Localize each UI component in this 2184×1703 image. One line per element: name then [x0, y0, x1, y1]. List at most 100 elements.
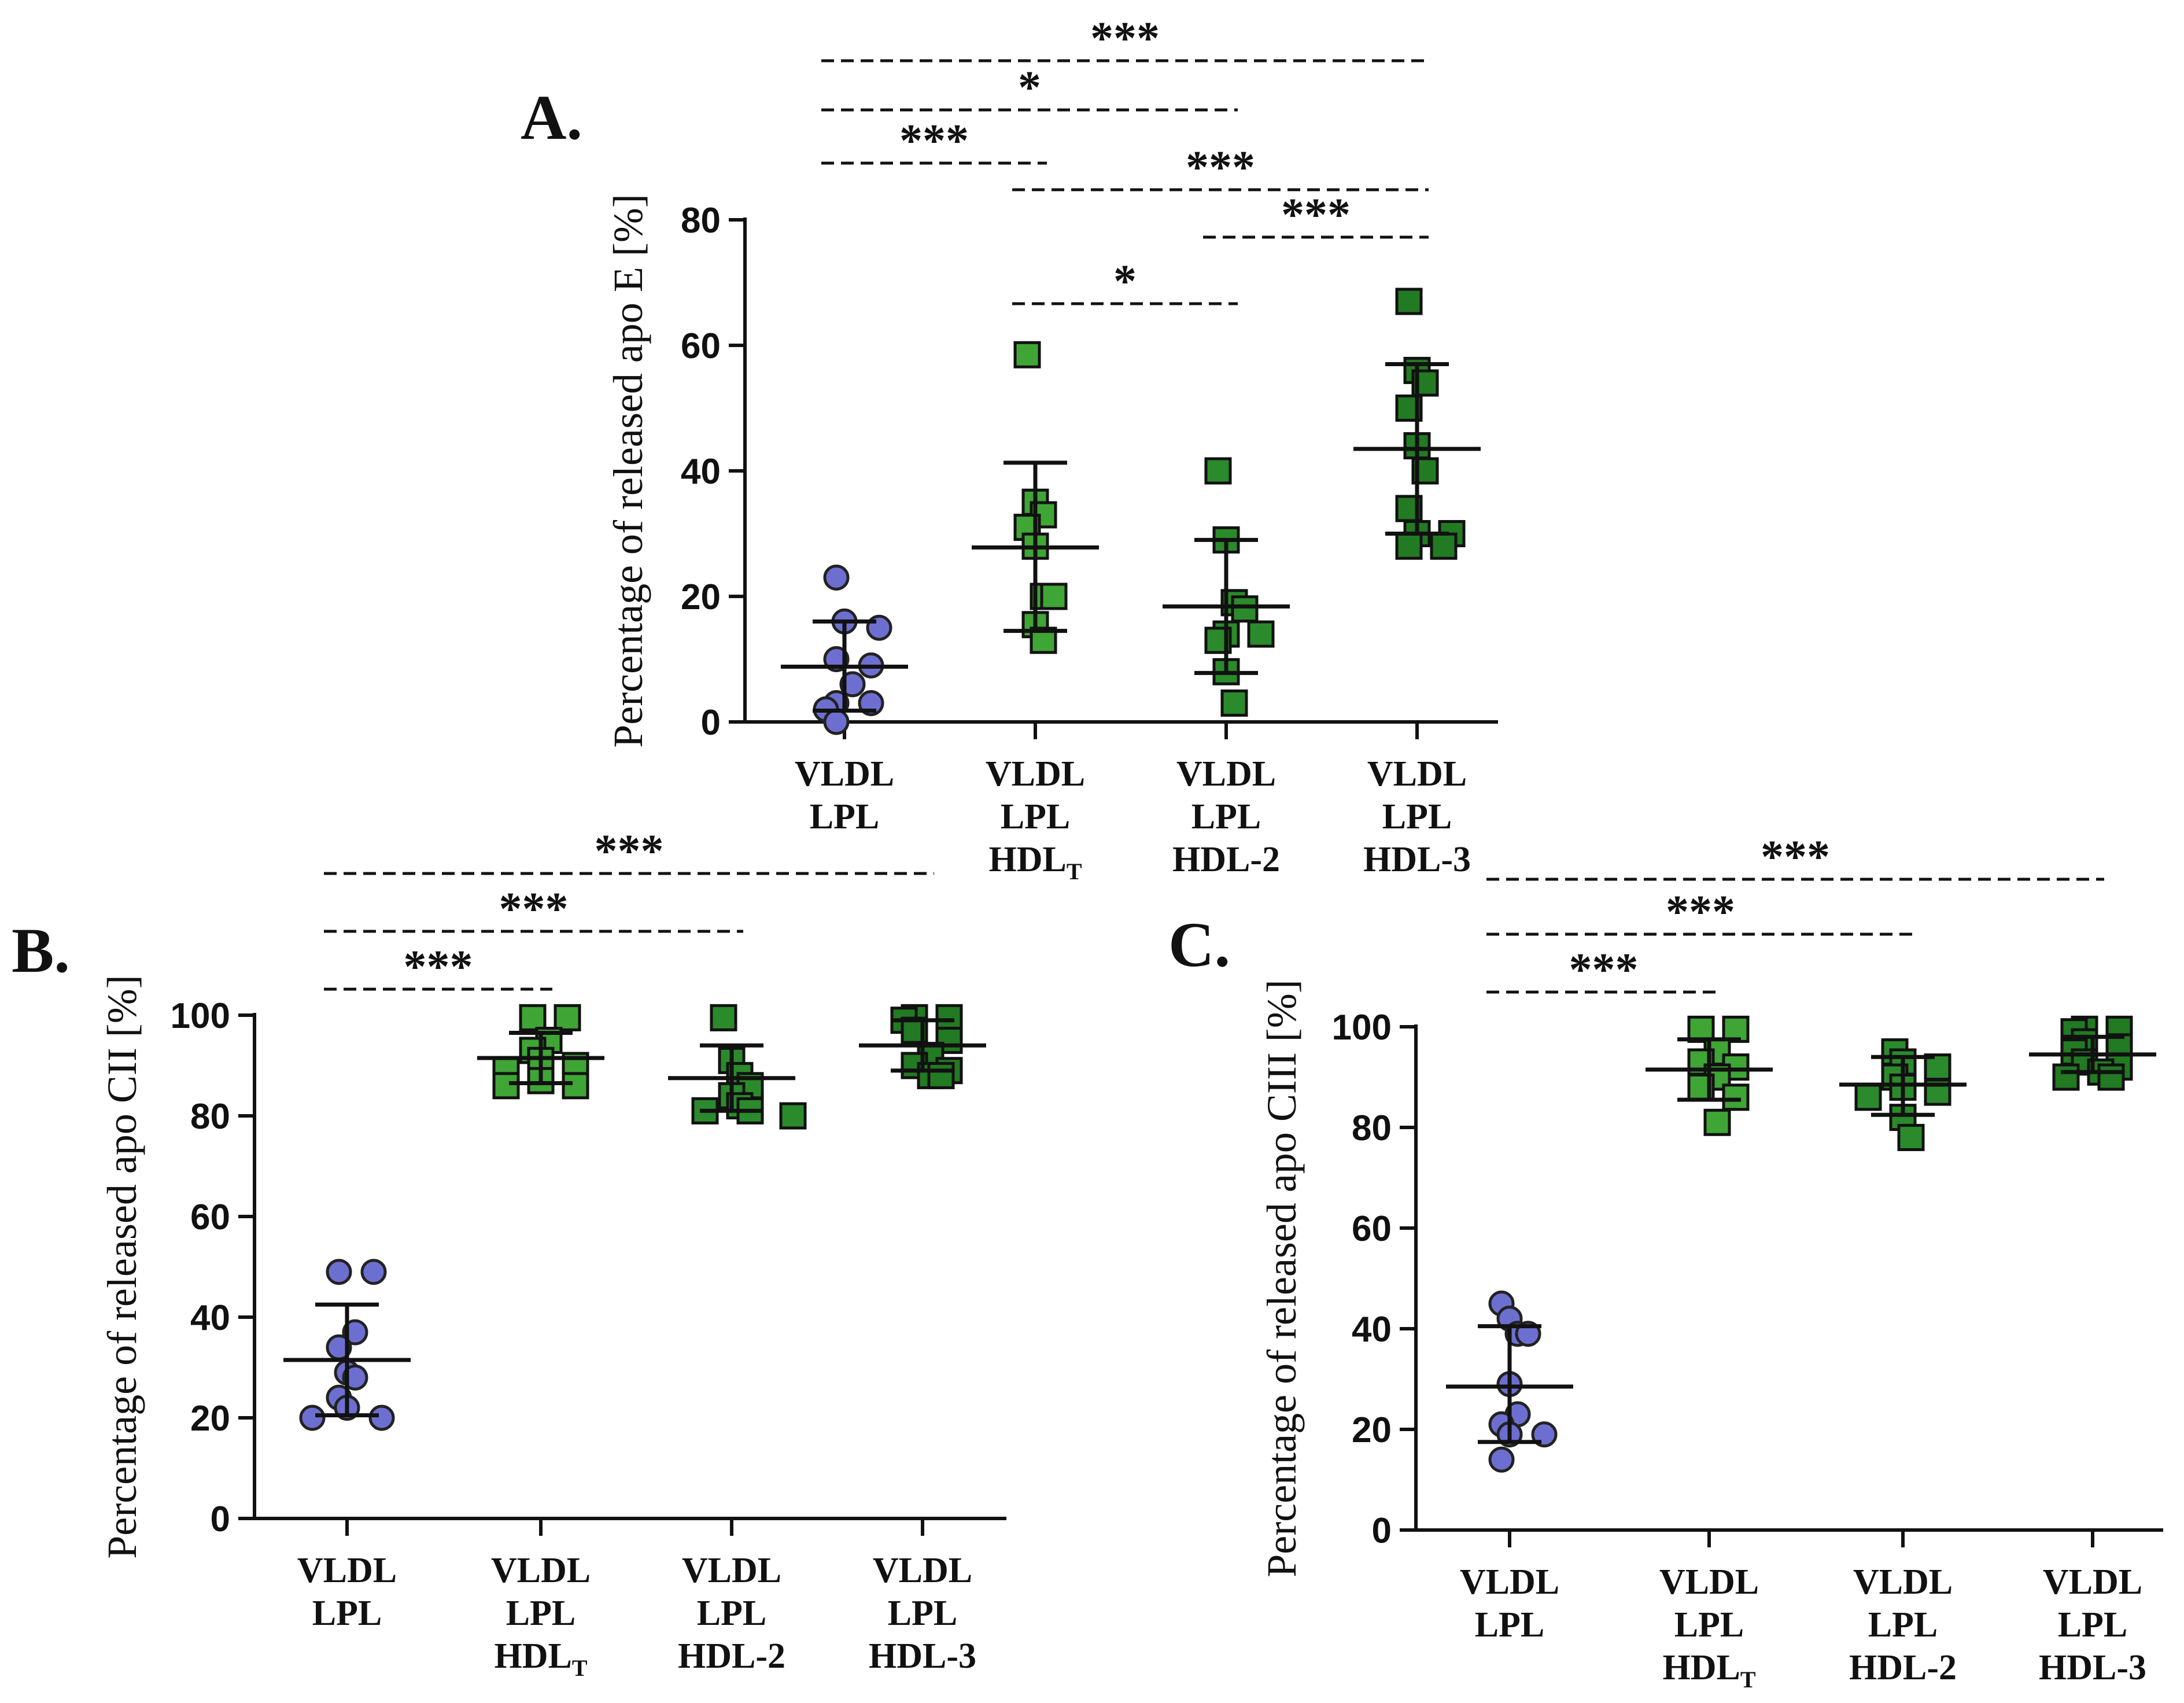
- data-point: [935, 1004, 963, 1031]
- y-tick-label: 60: [681, 326, 721, 366]
- data-point: [935, 1027, 963, 1054]
- data-point: [342, 1364, 368, 1391]
- x-tick-label: LPL: [810, 797, 880, 836]
- panel-label: B.: [12, 915, 70, 986]
- x-tick-label: VLDL: [873, 1551, 972, 1590]
- x-tick-label: VLDL: [491, 1551, 591, 1590]
- significance-label: ***: [1090, 13, 1160, 64]
- x-tick-label: HDL-2: [1172, 840, 1280, 879]
- data-point: [368, 1405, 395, 1431]
- data-point: [1897, 1123, 1925, 1151]
- x-tick-label: LPL: [1191, 797, 1261, 836]
- data-point: [554, 1004, 581, 1031]
- x-tick-label: VLDL: [986, 754, 1085, 794]
- y-tick-label: 0: [701, 703, 721, 743]
- y-axis-label: Percentage of released apo E [%]: [605, 194, 651, 747]
- x-tick-label: HDL-2: [678, 1636, 785, 1676]
- y-tick-label: 80: [1352, 1108, 1392, 1148]
- chart-panel-c: C. 0 20 40 60 80 100 Percentage of released apo…: [1168, 832, 2163, 1693]
- chart-panel-a: A. 0 20 40 60 80 Percentage of released apo E …: [521, 13, 1498, 884]
- y-tick-label: 20: [190, 1399, 230, 1439]
- x-tick-label: HDL-2: [1849, 1648, 1957, 1687]
- significance-label: ***: [1281, 190, 1351, 241]
- panel-label: A.: [521, 82, 582, 153]
- significance-label: ***: [1569, 945, 1639, 996]
- x-tick-label: LPL: [1868, 1605, 1938, 1645]
- data-point: [299, 1405, 326, 1431]
- data-point: [823, 709, 850, 735]
- data-point: [839, 671, 866, 698]
- data-point: [779, 1102, 807, 1130]
- significance-label: *: [1113, 256, 1137, 307]
- data-point: [1395, 532, 1423, 560]
- data-point: [1430, 532, 1458, 560]
- x-tick-label: VLDL: [1853, 1562, 1953, 1602]
- x-tick-label: LPL: [697, 1594, 767, 1633]
- x-tick-label: VLDL: [795, 754, 894, 794]
- x-tick-label: HDL-3: [2039, 1648, 2146, 1687]
- significance-label: *: [1018, 62, 1041, 113]
- data-point: [1204, 457, 1232, 485]
- data-point: [1040, 583, 1068, 610]
- y-tick-label: 80: [190, 1097, 230, 1137]
- x-tick-label: HDL-3: [869, 1636, 976, 1676]
- x-tick-label: VLDL: [2043, 1562, 2142, 1602]
- x-tick-label: LPL: [1674, 1605, 1744, 1645]
- y-tick-label: 100: [1332, 1008, 1392, 1048]
- data-point: [1247, 620, 1275, 648]
- y-tick-label: 60: [190, 1197, 230, 1237]
- y-tick-label: 40: [190, 1298, 230, 1338]
- data-point: [1854, 1083, 1882, 1111]
- data-point: [492, 1072, 520, 1100]
- chart-panel-b: B. 0 20 40 60 80 100 Percentage of released apo…: [12, 826, 1006, 1681]
- x-tick-label: LPL: [2058, 1605, 2128, 1645]
- data-point: [1703, 1108, 1731, 1136]
- significance-label: ***: [899, 116, 969, 167]
- y-tick-label: 80: [681, 201, 721, 241]
- panel-label: C.: [1168, 909, 1230, 980]
- data-point: [519, 1004, 547, 1031]
- y-axis-label: Percentage of released apo CIII [%]: [1259, 979, 1305, 1577]
- x-tick-label: VLDL: [682, 1551, 781, 1590]
- x-tick-label: LPL: [312, 1594, 382, 1633]
- significance-label: ***: [595, 826, 664, 877]
- significance-label: ***: [1761, 832, 1830, 883]
- x-tick-label: LPL: [1382, 797, 1452, 836]
- x-tick-label: LPL: [1001, 797, 1071, 836]
- y-tick-label: 40: [681, 452, 721, 492]
- x-tick-label: VLDL: [1367, 754, 1467, 794]
- y-tick-label: 0: [1372, 1511, 1392, 1551]
- x-tick-label: LPL: [888, 1594, 958, 1633]
- data-point: [360, 1259, 387, 1285]
- data-point: [1488, 1446, 1515, 1473]
- y-tick-label: 40: [1352, 1310, 1392, 1350]
- data-point: [1231, 595, 1259, 623]
- data-point: [927, 1061, 955, 1089]
- data-point: [562, 1072, 589, 1100]
- y-tick-label: 0: [211, 1499, 230, 1539]
- y-axis-label: Percentage of released apo CII [%]: [99, 975, 145, 1558]
- x-tick-label: LPL: [506, 1594, 576, 1633]
- data-point: [2097, 1063, 2125, 1091]
- y-tick-label: 100: [171, 996, 230, 1036]
- significance-label: ***: [499, 884, 569, 935]
- y-tick-label: 20: [681, 577, 721, 617]
- data-point: [342, 1319, 368, 1346]
- y-tick-label: 20: [1352, 1410, 1392, 1450]
- x-tick-label: HDL-3: [1363, 840, 1471, 879]
- data-point: [1395, 287, 1423, 315]
- x-tick-label: VLDL: [1176, 754, 1276, 794]
- x-tick-label: VLDL: [1460, 1562, 1559, 1602]
- data-point: [326, 1259, 352, 1285]
- x-tick-label: VLDL: [297, 1551, 397, 1590]
- significance-label: ***: [1666, 887, 1735, 938]
- x-tick-label: VLDL: [1659, 1562, 1759, 1602]
- data-point: [2052, 1063, 2080, 1091]
- data-point: [1013, 341, 1041, 368]
- significance-label: ***: [404, 942, 473, 993]
- significance-label: ***: [1186, 142, 1255, 193]
- data-point: [1722, 1083, 1750, 1111]
- data-point: [823, 564, 850, 591]
- y-tick-label: 60: [1352, 1209, 1392, 1249]
